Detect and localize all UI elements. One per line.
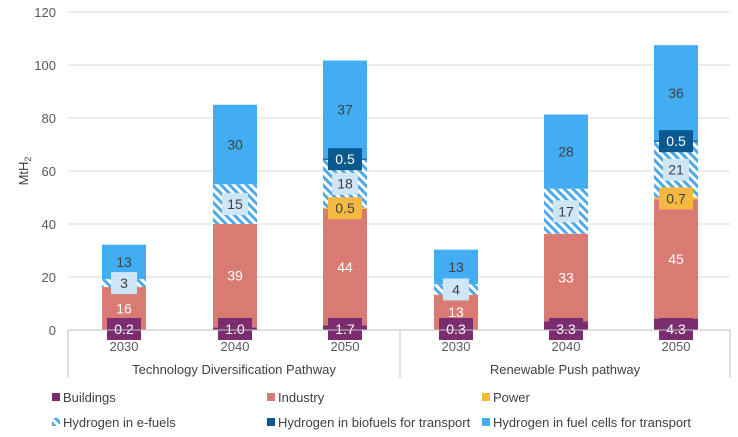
- y-axis-title-main: MtH: [16, 162, 31, 186]
- legend-swatch: [52, 418, 60, 426]
- group-label: Renewable Push pathway: [490, 362, 641, 377]
- bar-segment: [544, 233, 588, 322]
- y-tick-label: 80: [42, 111, 56, 126]
- bars: [102, 45, 698, 330]
- data-label-box: [328, 318, 362, 340]
- data-label-box: [659, 318, 693, 340]
- bar-segment: [654, 199, 698, 319]
- legend-swatch: [267, 418, 275, 426]
- legend-swatch: [482, 418, 490, 426]
- bar-segment: [213, 104, 257, 185]
- data-label: 4.3: [666, 321, 686, 337]
- data-label-box: [443, 278, 469, 301]
- bar-segment: [544, 114, 588, 189]
- legend-label: Hydrogen in e-fuels: [63, 415, 176, 430]
- bar-segment: [213, 224, 257, 328]
- data-label: 0.2: [114, 321, 134, 337]
- bar-segment: [434, 249, 478, 285]
- data-label-box: [328, 148, 362, 171]
- y-tick-label: 40: [42, 217, 56, 232]
- legend: Buildings Industry Power Hydrogen in e-fuel…: [52, 390, 691, 430]
- y-tick-label: 120: [34, 5, 56, 20]
- legend-label: Power: [493, 390, 531, 405]
- y-axis-title-sub: 2: [23, 157, 33, 162]
- data-label: 0.5: [666, 133, 686, 149]
- x-tick-label: 2050: [662, 339, 691, 354]
- bar-segment: [654, 45, 698, 141]
- legend-swatch: [52, 393, 60, 401]
- data-label: 3: [120, 275, 128, 291]
- y-tick-label: 0: [49, 323, 56, 338]
- data-label: 0.3: [446, 321, 466, 337]
- data-label: 13: [448, 259, 464, 275]
- grid-lines: [68, 11, 730, 331]
- y-axis-ticks: 0 20 40 60 80 100 120: [34, 5, 56, 338]
- x-tick-label: 2050: [331, 339, 360, 354]
- data-label-box: [332, 172, 358, 195]
- x-axis: 2030 2040 2050 2030 2040 2050 Technology Diver…: [67, 329, 731, 378]
- data-label: 30: [227, 137, 243, 153]
- y-tick-label: 60: [42, 164, 56, 179]
- bar-segment: [323, 208, 367, 326]
- x-tick-label: 2040: [221, 339, 250, 354]
- bar-segment: [323, 60, 367, 159]
- legend-label: Hydrogen in fuel cells for transport: [493, 415, 691, 430]
- data-label: 0.7: [666, 190, 686, 206]
- data-label: 4: [452, 281, 460, 297]
- data-labels: 0.2163131.03915301.7440.5180.5370.313413…: [107, 85, 693, 340]
- data-label: 13: [448, 304, 464, 320]
- data-label-box: [553, 200, 579, 223]
- data-label: 0.5: [335, 200, 355, 216]
- data-label: 39: [227, 268, 243, 284]
- data-label: 1.7: [335, 321, 355, 337]
- data-label: 21: [668, 162, 684, 178]
- data-label: 17: [558, 203, 574, 219]
- data-label: 3.3: [556, 321, 576, 337]
- data-label-box: [659, 130, 693, 153]
- data-label: 0.5: [335, 151, 355, 167]
- legend-label: Buildings: [63, 390, 116, 405]
- data-label-box: [111, 272, 137, 295]
- data-label: 37: [337, 102, 353, 118]
- y-tick-label: 100: [34, 58, 56, 73]
- data-label-box: [218, 318, 252, 340]
- x-tick-label: 2030: [110, 339, 139, 354]
- data-label-box: [439, 318, 473, 340]
- data-label: 45: [668, 251, 684, 267]
- legend-label: Hydrogen in biofuels for transport: [278, 415, 471, 430]
- data-label: 33: [558, 270, 574, 286]
- data-label-box: [549, 318, 583, 340]
- data-label: 18: [337, 176, 353, 192]
- legend-swatch: [267, 393, 275, 401]
- data-label-box: [663, 158, 689, 181]
- legend-swatch: [482, 393, 490, 401]
- group-label: Technology Diversification Pathway: [132, 362, 336, 377]
- data-label: 36: [668, 85, 684, 101]
- data-label-box: [107, 318, 141, 340]
- data-label: 13: [116, 254, 132, 270]
- y-axis-title: MtH2: [16, 157, 33, 186]
- legend-label: Industry: [278, 390, 325, 405]
- data-label: 1.0: [225, 321, 245, 337]
- data-label: 16: [116, 300, 132, 316]
- x-tick-label: 2040: [552, 339, 581, 354]
- x-tick-label: 2030: [442, 339, 471, 354]
- data-label-box: [659, 187, 693, 210]
- y-tick-label: 20: [42, 270, 56, 285]
- data-label-box: [328, 197, 362, 220]
- data-label: 15: [227, 196, 243, 212]
- data-label-box: [222, 193, 248, 216]
- data-label: 28: [558, 144, 574, 160]
- data-label: 44: [337, 259, 353, 275]
